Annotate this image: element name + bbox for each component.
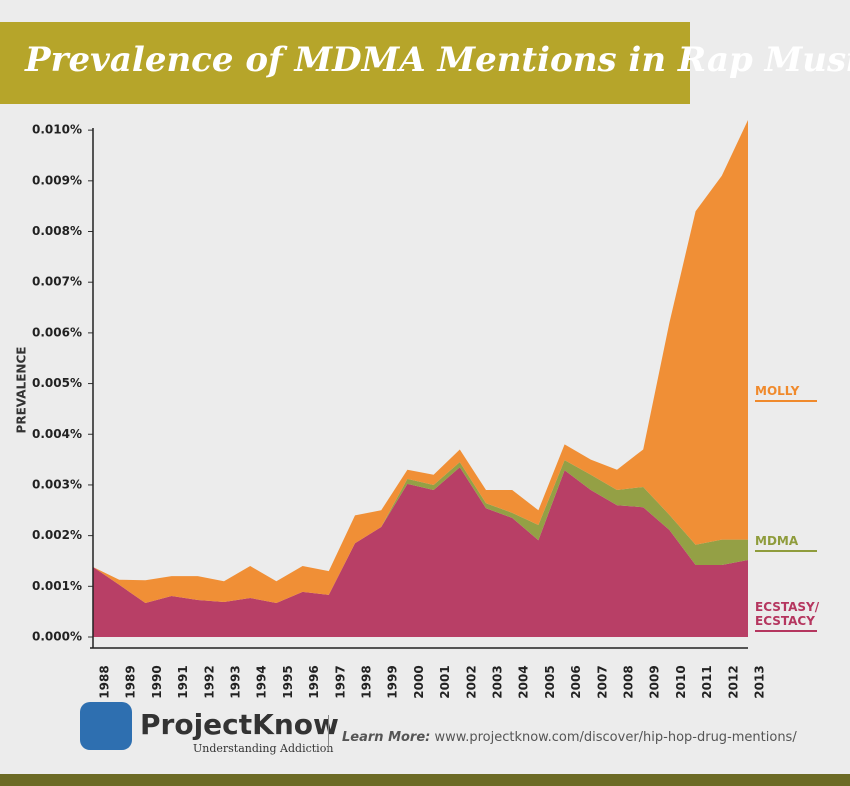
x-tick-label: 2012 (726, 665, 740, 698)
x-tick-label: 1993 (229, 665, 243, 698)
logo-icon (80, 702, 132, 750)
x-tick-label: 1999 (386, 665, 400, 698)
logo-tagline: Understanding Addiction (193, 742, 334, 755)
y-tick-label: 0.005% (32, 376, 82, 390)
divider (328, 715, 329, 751)
y-tick-label: 0.010% (32, 123, 82, 137)
y-axis-label: PREVALENCE (15, 347, 29, 434)
y-tick-label: 0.007% (32, 275, 82, 289)
x-tick-label: 2001 (438, 665, 452, 698)
learn-more: Learn More: www.projectknow.com/discover… (342, 730, 797, 745)
x-tick-label: 2013 (753, 665, 767, 698)
y-tick-label: 0.009% (32, 173, 82, 187)
x-tick-label: 1990 (150, 665, 164, 698)
x-tick-label: 2011 (700, 665, 714, 698)
x-tick-label: 1995 (281, 665, 295, 698)
y-tick-label: 0.008% (32, 224, 82, 238)
x-tick-label: 2000 (412, 665, 426, 698)
series-label: MDMA (755, 534, 817, 552)
x-tick-label: 1996 (307, 665, 321, 698)
area (93, 467, 748, 637)
logo-text: ProjectKnow (140, 708, 339, 741)
x-tick-label: 2003 (491, 665, 505, 698)
y-tick-label: 0.002% (32, 528, 82, 542)
x-tick-label: 2005 (543, 665, 557, 698)
x-tick-label: 2009 (648, 665, 662, 698)
y-tick-label: 0.004% (32, 427, 82, 441)
y-tick-label: 0.006% (32, 325, 82, 339)
x-tick-label: 2004 (517, 665, 531, 698)
series-label: MOLLY (755, 384, 817, 402)
y-tick-label: 0.001% (32, 579, 82, 593)
learn-more-label: Learn More: (342, 730, 431, 745)
x-tick-label: 1989 (124, 665, 138, 698)
x-tick-label: 1991 (176, 665, 190, 698)
url[interactable]: www.projectknow.com/discover/hip-hop-dru… (434, 730, 797, 745)
title-banner (0, 22, 690, 104)
x-tick-label: 1988 (98, 665, 112, 698)
series-label: ECSTASY/ ECSTACY (755, 600, 819, 632)
x-tick-label: 1994 (255, 665, 269, 698)
x-tick-label: 1992 (202, 665, 216, 698)
x-tick-label: 2002 (464, 665, 478, 698)
y-tick-label: 0.000% (32, 630, 82, 644)
x-tick-label: 1998 (360, 665, 374, 698)
x-tick-label: 1997 (333, 665, 347, 698)
footer-bar (0, 774, 850, 786)
x-tick-label: 2006 (569, 665, 583, 698)
x-tick-label: 2008 (622, 665, 636, 698)
x-tick-label: 2010 (674, 665, 688, 698)
chart-title: Prevalence of MDMA Mentions in Rap Music (25, 40, 850, 80)
y-tick-label: 0.003% (32, 477, 82, 491)
x-tick-label: 2007 (595, 665, 609, 698)
